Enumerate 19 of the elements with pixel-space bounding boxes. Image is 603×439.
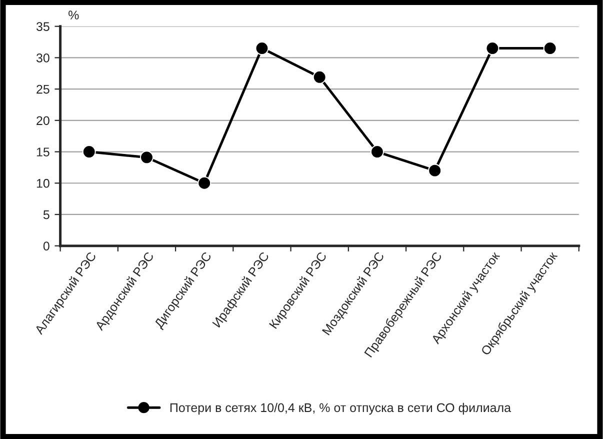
point (312, 70, 326, 84)
point (428, 164, 442, 178)
y-tick-label: 15 (36, 148, 50, 156)
y-tick-label: 35 (36, 22, 50, 31)
y-axis-title: % (68, 10, 79, 20)
y-tick-label: 20 (36, 116, 50, 126)
y-tick-label: 10 (36, 178, 50, 188)
y-tick-label: 30 (36, 54, 50, 62)
y-tick-label: 0 (43, 242, 50, 250)
y-tick-label: 5 (43, 210, 50, 220)
point (140, 150, 154, 164)
point (198, 176, 212, 190)
legend-label: Потери в сетях 10/0,4 кВ, % от отпуска в сети СО филиала (170, 402, 512, 415)
y-tick-label: 25 (36, 84, 50, 94)
point (486, 42, 500, 56)
point (543, 42, 557, 56)
point (255, 42, 269, 56)
point (82, 145, 96, 159)
point (370, 145, 384, 159)
